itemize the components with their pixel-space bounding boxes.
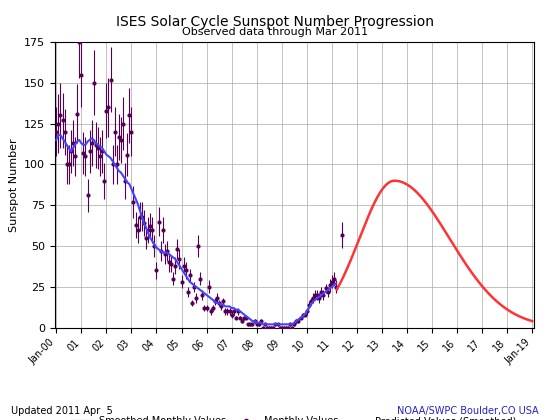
Legend: Smoothed Monthly Values, Monthly Values, Predicted Values (Smoothed): Smoothed Monthly Values, Monthly Values,… — [68, 412, 520, 420]
Smoothed Monthly Values — [204, 292, 210, 297]
Predicted Values (Smoothed) — [334, 286, 341, 291]
Predicted Values (Smoothed) — [454, 248, 460, 253]
Text: ISES Solar Cycle Sunspot Number Progression: ISES Solar Cycle Sunspot Number Progress… — [116, 15, 434, 29]
Y-axis label: Sunspot Number: Sunspot Number — [9, 138, 19, 231]
Smoothed Monthly Values — [299, 314, 306, 319]
Predicted Values (Smoothed) — [333, 287, 340, 292]
Smoothed Monthly Values — [53, 137, 59, 142]
Line: Smoothed Monthly Values: Smoothed Monthly Values — [56, 135, 336, 324]
Smoothed Monthly Values — [318, 292, 324, 297]
Predicted Values (Smoothed) — [391, 178, 398, 183]
Predicted Values (Smoothed) — [450, 243, 457, 248]
Predicted Values (Smoothed) — [512, 311, 518, 316]
Text: NOAA/SWPC Boulder,CO USA: NOAA/SWPC Boulder,CO USA — [397, 406, 539, 416]
Smoothed Monthly Values — [120, 173, 127, 178]
Line: Predicted Values (Smoothed): Predicted Values (Smoothed) — [337, 181, 532, 321]
Text: Updated 2011 Apr  5: Updated 2011 Apr 5 — [11, 406, 113, 416]
Smoothed Monthly Values — [260, 322, 266, 327]
Smoothed Monthly Values — [255, 320, 262, 325]
Smoothed Monthly Values — [55, 132, 62, 137]
Smoothed Monthly Values — [214, 301, 221, 306]
Predicted Values (Smoothed) — [450, 242, 456, 247]
Predicted Values (Smoothed) — [529, 319, 536, 324]
Predicted Values (Smoothed) — [499, 303, 505, 308]
Text: Observed data through Mar 2011: Observed data through Mar 2011 — [182, 27, 368, 37]
Smoothed Monthly Values — [333, 281, 339, 286]
